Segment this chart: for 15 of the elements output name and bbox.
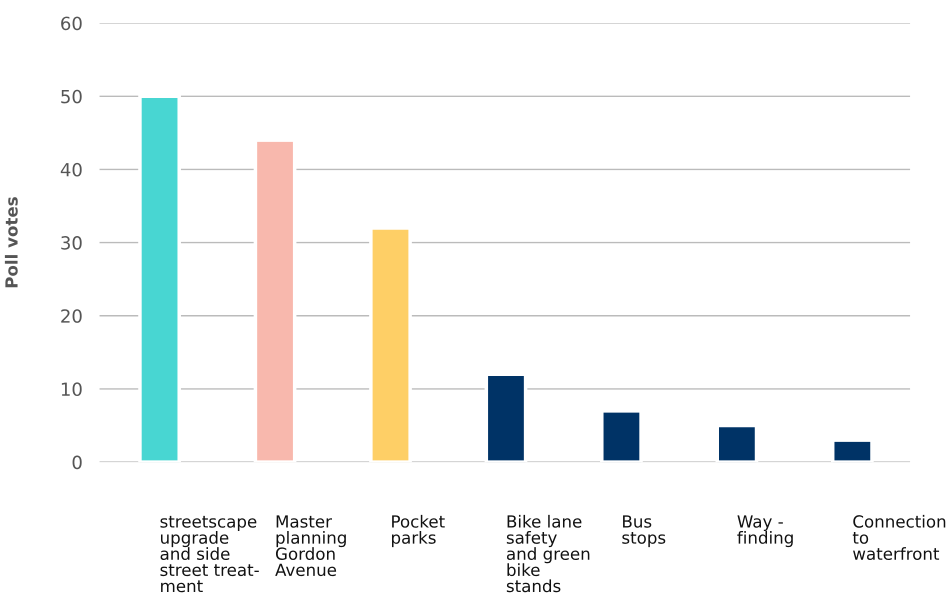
y-tick-label: 50 [61,90,82,104]
x-tick-label: Connection to waterfront [852,514,946,560]
x-tick-label: Way - finding [737,515,793,548]
y-tick-label: 0 [72,456,82,470]
y-tick-label: 60 [61,16,82,30]
y-tick-label: 30 [61,236,82,250]
y-tick-label: 20 [61,309,82,323]
x-tick-label: streetscape upgrade and side street treat- ment [160,516,259,592]
x-tick-label: Bus stops [622,515,666,548]
x-tick-label: Bike lane safety and green bike stands [506,514,590,592]
x-tick-label: Pocket parks [392,514,445,548]
y-axis-title: Poll votes [4,197,18,288]
y-tick-label: 40 [60,162,82,177]
y-tick-label: 10 [62,382,82,396]
x-tick-label: Master planning Gordon Avenue [275,515,346,576]
